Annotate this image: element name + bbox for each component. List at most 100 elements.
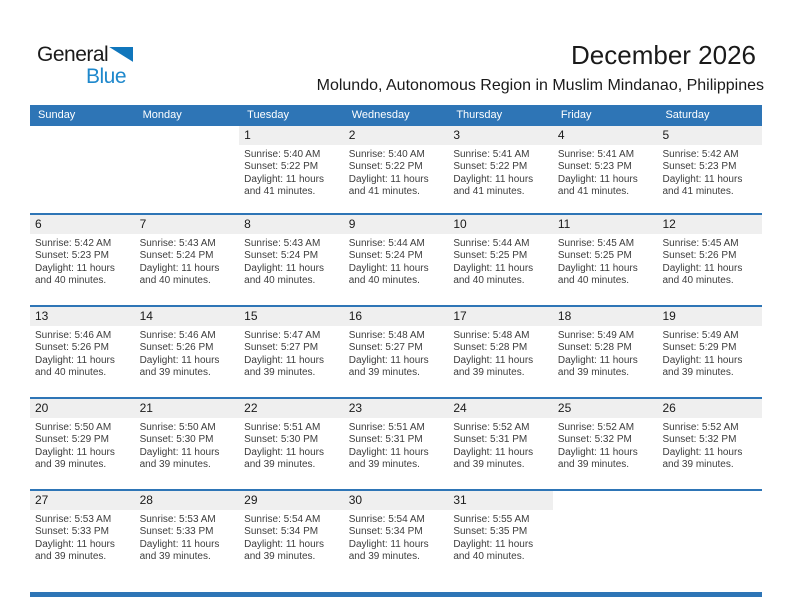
daylight-text-line2: and 39 minutes.: [348, 551, 420, 563]
sunset-text: Sunset: 5:34 PM: [348, 526, 423, 538]
sunset-text: Sunset: 5:28 PM: [453, 342, 528, 354]
daylight-text-line2: and 40 minutes.: [35, 275, 107, 287]
daylight-text-line2: and 41 minutes.: [557, 186, 630, 198]
weekday-header-monday: Monday: [142, 109, 182, 121]
sunset-text: Sunset: 5:24 PM: [348, 250, 423, 262]
day-details: Sunrise: 5:44 AM Sunset: 5:25 PM Daylight:…: [448, 234, 553, 288]
day-number: 1: [244, 128, 251, 142]
sunrise-text: Sunrise: 5:45 AM: [557, 238, 635, 249]
day-number: 28: [139, 493, 153, 507]
empty-day-cell: [135, 126, 240, 213]
daylight-text-line1: Daylight: 11 hours: [557, 446, 638, 458]
sunrise-text: Sunrise: 5:46 AM: [35, 330, 112, 341]
daylight-text-line1: Daylight: 11 hours: [244, 446, 325, 458]
day-cell: 19 Sunrise: 5:49 AM Sunset: 5:29 PM Dayligh…: [657, 307, 763, 397]
daylight-text-line2: and 40 minutes.: [348, 275, 420, 287]
day-cell: 23 Sunrise: 5:51 AM Sunset: 5:31 PM Dayligh…: [343, 399, 449, 489]
sunrise-text: Sunrise: 5:50 AM: [139, 422, 216, 433]
daylight-text-line1: Daylight: 11 hours: [557, 262, 638, 274]
page-title: December 2026: [571, 40, 756, 70]
sunrise-text: Sunrise: 5:49 AM: [557, 330, 635, 341]
day-cell: 28 Sunrise: 5:53 AM Sunset: 5:33 PM Dayligh…: [134, 491, 240, 581]
daylight-text-line2: and 39 minutes.: [557, 367, 630, 379]
sunset-text: Sunset: 5:26 PM: [139, 342, 214, 354]
day-details: Sunrise: 5:48 AM Sunset: 5:27 PM Daylight:…: [344, 326, 449, 380]
day-cell: 11 Sunrise: 5:45 AM Sunset: 5:25 PM Dayligh…: [552, 215, 658, 305]
day-details: Sunrise: 5:52 AM Sunset: 5:31 PM Daylight:…: [448, 418, 553, 472]
sunrise-text: Sunrise: 5:53 AM: [35, 514, 112, 525]
logo-text-blue: Blue: [86, 65, 127, 88]
day-details: Sunrise: 5:51 AM Sunset: 5:31 PM Daylight:…: [344, 418, 449, 472]
weeks-container: 1 Sunrise: 5:40 AM Sunset: 5:22 PM Daylight…: [30, 126, 763, 581]
day-cell: 26 Sunrise: 5:52 AM Sunset: 5:32 PM Dayligh…: [657, 399, 763, 489]
day-number: 5: [662, 128, 670, 142]
day-number-band: 9: [343, 215, 449, 234]
sunset-text: Sunset: 5:22 PM: [244, 161, 319, 173]
sunrise-text: Sunrise: 5:53 AM: [139, 514, 216, 525]
daylight-text-line1: Daylight: 11 hours: [557, 173, 638, 185]
day-number-band: 3: [448, 126, 553, 145]
day-details: Sunrise: 5:46 AM Sunset: 5:26 PM Daylight:…: [135, 326, 240, 380]
daylight-text-line2: and 39 minutes.: [139, 459, 211, 471]
day-details: Sunrise: 5:50 AM Sunset: 5:29 PM Daylight:…: [30, 418, 135, 472]
sunrise-text: Sunrise: 5:45 AM: [662, 238, 739, 249]
day-details: Sunrise: 5:47 AM Sunset: 5:27 PM Daylight:…: [239, 326, 344, 380]
day-number: 17: [453, 309, 467, 323]
day-cell: 30 Sunrise: 5:54 AM Sunset: 5:34 PM Dayligh…: [343, 491, 449, 581]
day-number: 30: [348, 493, 363, 507]
day-number-band: 1: [239, 126, 344, 145]
sunset-text: Sunset: 5:29 PM: [662, 342, 737, 354]
sunrise-text: Sunrise: 5:47 AM: [244, 330, 321, 341]
daylight-text-line1: Daylight: 11 hours: [35, 354, 115, 366]
daylight-text-line1: Daylight: 11 hours: [662, 173, 743, 185]
day-number: 9: [348, 217, 356, 231]
daylight-text-line1: Daylight: 11 hours: [453, 354, 534, 366]
day-number: 20: [35, 401, 49, 415]
general-blue-logo: General Blue: [37, 44, 134, 88]
sunrise-text: Sunrise: 5:44 AM: [453, 238, 530, 249]
day-number-band: 7: [134, 215, 240, 234]
sunrise-text: Sunrise: 5:40 AM: [244, 149, 321, 160]
sunset-text: Sunset: 5:25 PM: [557, 250, 632, 262]
week-row: 27 Sunrise: 5:53 AM Sunset: 5:33 PM Dayligh…: [30, 489, 762, 581]
day-number: 3: [453, 128, 460, 142]
calendar-grid: Sunday Monday Tuesday Wednesday Thursday…: [30, 105, 763, 581]
sunrise-text: Sunrise: 5:52 AM: [453, 422, 530, 433]
day-details: Sunrise: 5:41 AM Sunset: 5:22 PM Daylight:…: [448, 145, 553, 199]
daylight-text-line1: Daylight: 11 hours: [348, 446, 429, 458]
day-number-band: 8: [239, 215, 344, 234]
daylight-text-line1: Daylight: 11 hours: [662, 262, 743, 274]
daylight-text-line1: Daylight: 11 hours: [662, 446, 743, 458]
day-details: Sunrise: 5:45 AM Sunset: 5:26 PM Daylight:…: [657, 234, 762, 288]
day-cell: 5 Sunrise: 5:42 AM Sunset: 5:23 PM Daylight…: [657, 126, 763, 213]
sunrise-text: Sunrise: 5:48 AM: [348, 330, 425, 341]
week-row: 6 Sunrise: 5:42 AM Sunset: 5:23 PM Daylight…: [30, 213, 763, 305]
daylight-text-line1: Daylight: 11 hours: [35, 538, 115, 550]
daylight-text-line1: Daylight: 11 hours: [244, 354, 325, 366]
sunset-text: Sunset: 5:27 PM: [244, 342, 319, 354]
day-number-band: 16: [343, 307, 449, 326]
daylight-text-line1: Daylight: 11 hours: [139, 354, 220, 366]
day-details: Sunrise: 5:42 AM Sunset: 5:23 PM Daylight:…: [657, 145, 762, 199]
daylight-text-line1: Daylight: 11 hours: [453, 538, 534, 550]
day-cell: 22 Sunrise: 5:51 AM Sunset: 5:30 PM Dayligh…: [239, 399, 344, 489]
week-row: 20 Sunrise: 5:50 AM Sunset: 5:29 PM Dayligh…: [30, 397, 763, 489]
sunset-text: Sunset: 5:22 PM: [348, 161, 423, 173]
day-details: Sunrise: 5:54 AM Sunset: 5:34 PM Daylight:…: [344, 510, 449, 564]
day-details: Sunrise: 5:49 AM Sunset: 5:29 PM Daylight:…: [657, 326, 762, 380]
day-number-band: 13: [30, 307, 135, 326]
daylight-text-line2: and 41 minutes.: [244, 186, 316, 198]
day-number-band: 21: [134, 399, 240, 418]
day-number: 13: [35, 309, 49, 323]
sunset-text: Sunset: 5:26 PM: [35, 342, 109, 354]
day-number: 4: [557, 128, 565, 142]
day-number: 31: [453, 493, 467, 507]
sunrise-text: Sunrise: 5:52 AM: [662, 422, 739, 433]
day-number-band: 22: [239, 399, 344, 418]
day-number: 14: [139, 309, 153, 323]
sunset-text: Sunset: 5:22 PM: [453, 161, 528, 173]
day-number-band: 27: [30, 491, 135, 510]
sunrise-text: Sunrise: 5:54 AM: [348, 514, 425, 525]
day-number: 24: [453, 401, 467, 415]
